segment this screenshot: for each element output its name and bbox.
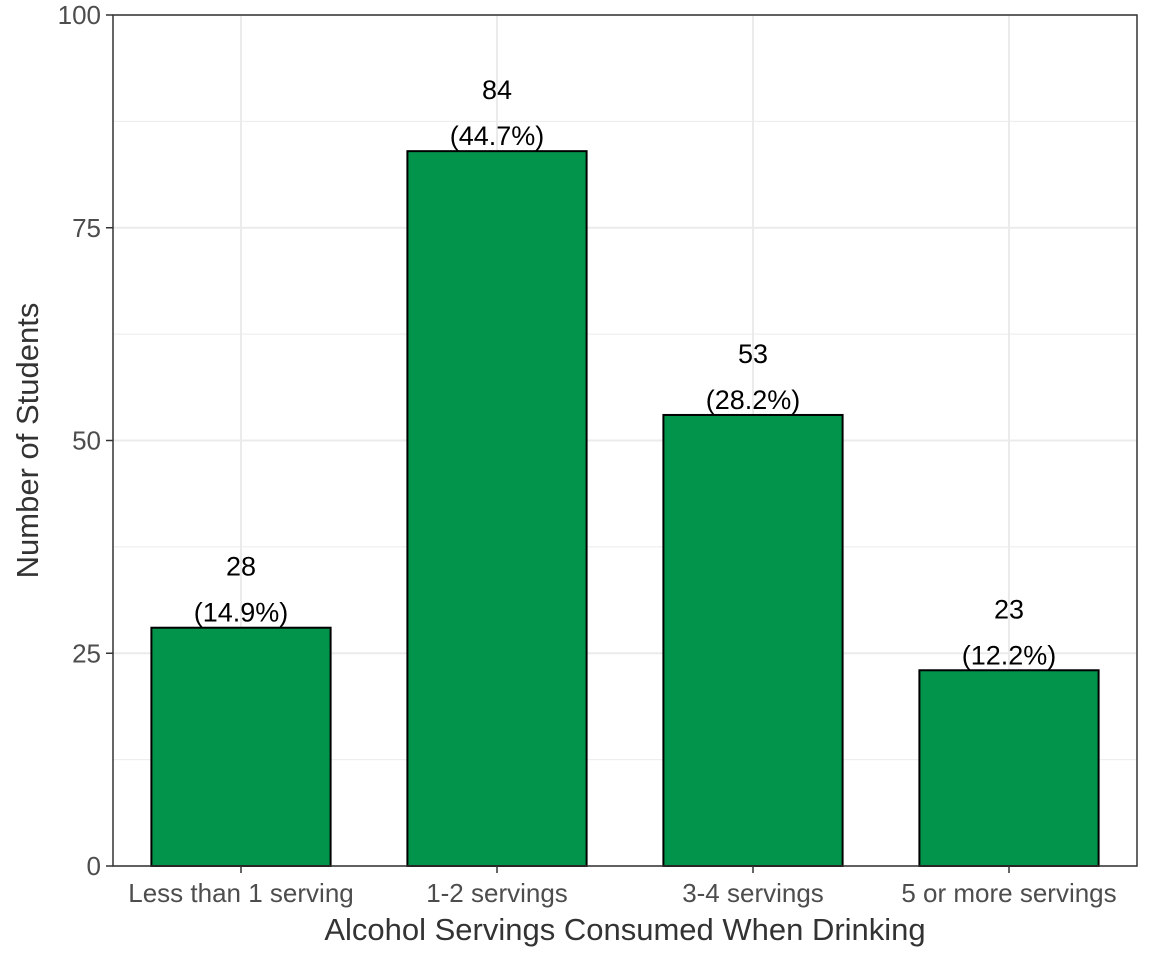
x-tick-label: 5 or more servings — [901, 878, 1116, 908]
y-tick-label: 0 — [87, 851, 101, 881]
y-tick-label: 50 — [72, 426, 101, 456]
y-tick-label: 75 — [72, 213, 101, 243]
bar-percent-label: (14.9%) — [194, 598, 289, 628]
x-axis-title: Alcohol Servings Consumed When Drinking — [324, 912, 925, 947]
bar — [662, 413, 844, 867]
bar-count-label: 53 — [738, 339, 768, 369]
x-tick-label: Less than 1 serving — [128, 878, 353, 908]
y-axis-title: Number of Students — [10, 303, 45, 579]
x-tick-label: 3-4 servings — [682, 878, 824, 908]
bar-count-label: 28 — [226, 552, 256, 582]
bars-layer — [150, 150, 1100, 868]
bar-percent-label: (44.7%) — [450, 121, 545, 151]
y-tick-label: 100 — [58, 0, 101, 30]
bar-percent-label: (12.2%) — [962, 640, 1057, 670]
bar-count-label: 23 — [994, 594, 1024, 624]
bar — [150, 626, 332, 867]
bar-count-label: 84 — [482, 75, 512, 105]
x-tick-label: 1-2 servings — [426, 878, 568, 908]
bar — [406, 150, 588, 868]
y-tick-label: 25 — [72, 638, 101, 668]
data-labels-layer: 28 (14.9%) 84 (44.7%) 53 (28.2%) 23 (12.2%) — [194, 75, 1057, 670]
bar — [918, 669, 1100, 868]
axes-layer: 0 25 50 75 100 Less than 1 serving 1-2 serving… — [58, 0, 1138, 908]
bar-percent-label: (28.2%) — [706, 385, 801, 415]
